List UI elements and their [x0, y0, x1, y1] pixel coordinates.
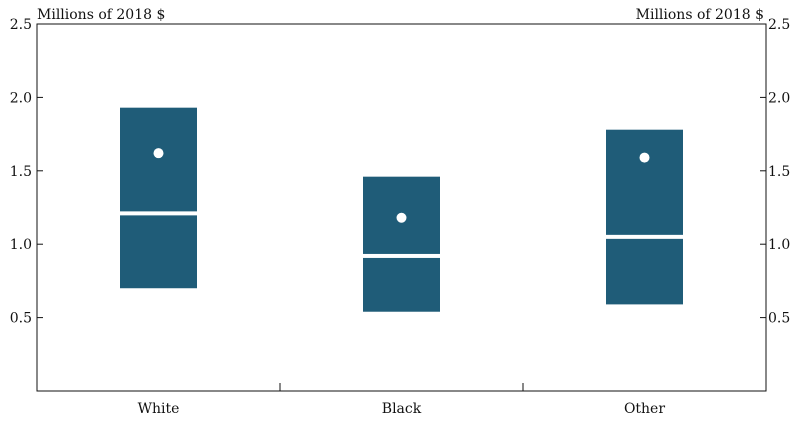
- median-line-other: [606, 234, 683, 239]
- y-tick-label-left: 2.0: [10, 90, 32, 106]
- y-tick-label-left: 1.5: [10, 164, 32, 180]
- y-tick-label-right: 1.5: [768, 164, 790, 180]
- mean-dot-white: [153, 148, 164, 159]
- median-line-black: [363, 253, 440, 258]
- x-category-labels: White Black Other: [138, 401, 666, 417]
- mean-dot-black: [396, 212, 407, 223]
- y-tick-label-right: 2.5: [768, 17, 790, 33]
- median-line-white: [120, 211, 197, 216]
- x-category-label-white: White: [138, 401, 180, 417]
- box-black: [363, 176, 440, 312]
- mean-dot-other: [639, 152, 650, 163]
- x-category-label-other: Other: [624, 401, 665, 417]
- box-white: [120, 107, 197, 289]
- y-tick-label-left: 0.5: [10, 311, 32, 327]
- y-tick-label-right: 2.0: [768, 90, 790, 106]
- y-ticks-right: 0.5 1.0 1.5 2.0 2.5: [760, 17, 790, 327]
- y-tick-label-right: 0.5: [768, 311, 790, 327]
- x-category-separators: [279, 383, 524, 391]
- y-axis-title-left: Millions of 2018 $: [37, 7, 165, 23]
- y-tick-label-right: 1.0: [768, 237, 790, 253]
- x-category-label-black: Black: [382, 401, 422, 417]
- y-ticks-left: 0.5 1.0 1.5 2.0 2.5: [10, 17, 43, 327]
- y-tick-label-left: 2.5: [10, 17, 32, 33]
- y-tick-label-left: 1.0: [10, 237, 32, 253]
- box-series: [120, 107, 683, 312]
- y-axis-title-right: Millions of 2018 $: [636, 7, 764, 23]
- plot-frame: [36, 23, 767, 392]
